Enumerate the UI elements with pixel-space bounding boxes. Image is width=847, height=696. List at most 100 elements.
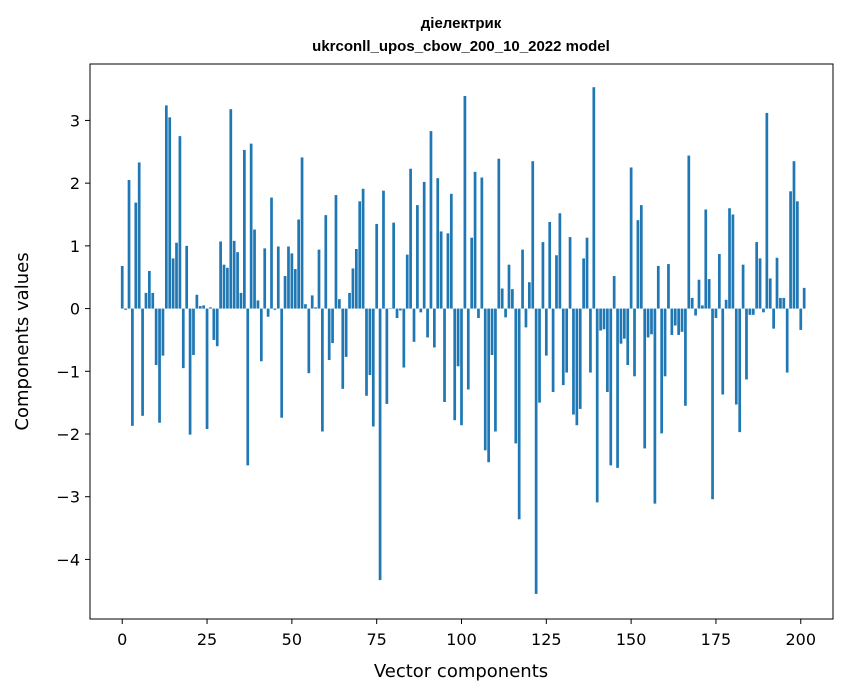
bar-31	[226, 267, 229, 309]
bar-75	[375, 223, 379, 309]
bar-155	[646, 308, 650, 338]
bar-131	[565, 308, 569, 373]
bar-110	[494, 308, 497, 432]
bar-194	[779, 297, 782, 309]
bar-64	[338, 299, 341, 309]
bar-152	[636, 220, 640, 309]
bar-162	[670, 308, 674, 335]
bar-6	[141, 308, 144, 416]
bar-35	[239, 292, 243, 309]
bar-94	[439, 231, 443, 309]
bar-62	[331, 308, 334, 344]
bar-49	[287, 246, 290, 309]
y-axis-label: Components values	[12, 252, 33, 430]
bar-119	[524, 308, 528, 328]
y-tick-label: 1	[70, 237, 80, 256]
bar-188	[758, 258, 762, 309]
bar-181	[734, 308, 738, 405]
bar-143	[606, 308, 609, 392]
bar-0	[120, 265, 124, 309]
bar-126	[548, 222, 552, 309]
y-tick-label: −4	[56, 550, 80, 569]
x-tick-label: 125	[531, 630, 562, 649]
bar-116	[514, 308, 518, 444]
bar-81	[395, 308, 399, 318]
bar-54	[304, 304, 307, 309]
bars-group	[120, 87, 806, 594]
bar-82	[399, 308, 402, 311]
x-tick-label: 0	[117, 630, 127, 649]
bar-38	[249, 143, 253, 309]
bar-14	[168, 117, 172, 309]
bar-19	[185, 245, 189, 309]
bar-121	[531, 161, 535, 309]
bar-190	[765, 112, 769, 309]
x-tick-label: 50	[282, 630, 302, 649]
bar-79	[388, 308, 392, 310]
bar-145	[612, 275, 616, 309]
bar-176	[717, 254, 721, 309]
bar-195	[782, 297, 786, 309]
bar-16	[175, 242, 178, 309]
bar-50	[290, 253, 294, 309]
bar-68	[351, 268, 355, 309]
bar-12	[161, 308, 165, 356]
bar-115	[511, 289, 514, 309]
y-tick-label: 3	[70, 111, 80, 130]
bar-161	[667, 264, 670, 309]
bar-29	[219, 241, 222, 309]
bar-127	[551, 308, 555, 392]
bar-32	[229, 109, 233, 309]
bar-132	[568, 237, 572, 309]
bar-184	[745, 308, 748, 380]
bar-11	[158, 308, 161, 423]
bar-93	[436, 178, 440, 309]
x-axis-label: Vector components	[374, 661, 548, 682]
bar-159	[660, 308, 664, 434]
bar-41	[259, 308, 263, 362]
bar-73	[368, 308, 372, 376]
bar-178	[724, 299, 728, 309]
bar-43	[266, 308, 270, 317]
bar-170	[697, 279, 701, 309]
bar-124	[541, 242, 545, 309]
bar-104	[473, 171, 477, 309]
bar-61	[327, 308, 331, 360]
bar-172	[704, 209, 708, 309]
bar-156	[650, 308, 653, 335]
bar-46	[276, 246, 280, 309]
bar-59	[321, 308, 324, 432]
bar-146	[616, 308, 619, 468]
bar-107	[483, 308, 487, 451]
bar-76	[378, 308, 382, 581]
bar-45	[273, 308, 277, 310]
bar-2	[127, 180, 131, 309]
bar-134	[575, 308, 579, 426]
bar-112	[500, 288, 504, 309]
bar-69	[354, 249, 358, 309]
bar-66	[344, 308, 348, 357]
bar-125	[544, 308, 548, 356]
bar-100	[460, 308, 463, 426]
bar-140	[595, 308, 599, 503]
bar-72	[365, 308, 368, 396]
bar-169	[694, 308, 697, 316]
bar-196	[785, 308, 789, 373]
bar-157	[653, 308, 657, 504]
bar-89	[422, 181, 426, 309]
bar-133	[572, 308, 575, 415]
bar-108	[487, 308, 490, 463]
bar-23	[198, 306, 202, 309]
bar-60	[324, 215, 328, 309]
bar-34	[236, 252, 239, 309]
bar-18	[181, 308, 185, 369]
bar-177	[721, 308, 725, 395]
bar-3	[131, 308, 134, 426]
bar-13	[164, 105, 168, 309]
bar-120	[528, 282, 531, 309]
bar-24	[202, 305, 206, 309]
bar-192	[772, 308, 775, 329]
bar-85	[409, 168, 412, 309]
bar-149	[626, 308, 630, 366]
